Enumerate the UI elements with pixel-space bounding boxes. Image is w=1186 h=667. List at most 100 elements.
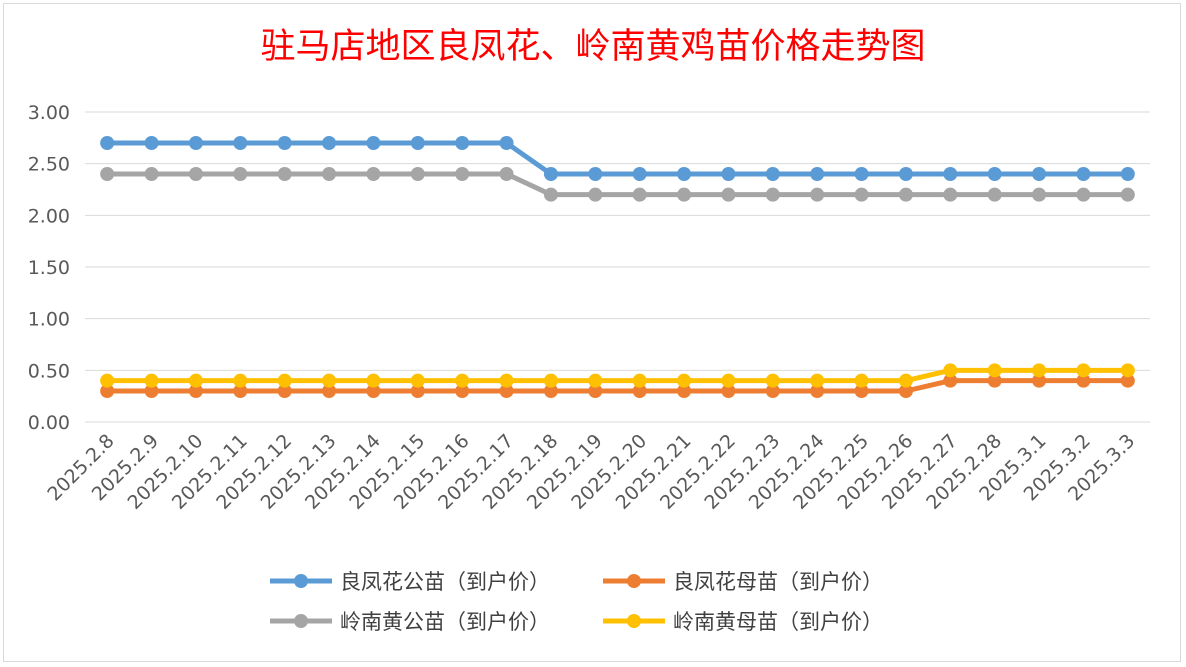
legend-label: 良凤花母苗（到户价）	[673, 570, 883, 594]
data-point	[455, 373, 470, 388]
data-point	[987, 187, 1002, 202]
data-point	[987, 167, 1002, 181]
data-point	[810, 187, 825, 202]
data-point	[1076, 363, 1091, 378]
data-point	[721, 187, 736, 202]
data-point	[677, 167, 692, 181]
data-point	[499, 373, 514, 388]
legend-item: 良凤花母苗（到户价）	[603, 570, 883, 594]
data-point	[588, 373, 603, 388]
data-point	[1032, 363, 1047, 378]
series-1	[100, 136, 1135, 181]
y-tick-label: 0.50	[28, 360, 70, 382]
data-point	[144, 167, 159, 181]
data-point	[987, 363, 1002, 378]
data-point	[322, 167, 337, 181]
data-point	[410, 167, 425, 181]
legend-label: 岭南黄母苗（到户价）	[673, 610, 883, 634]
legend-item: 良凤花公苗（到户价）	[270, 570, 550, 594]
series-2	[100, 373, 1135, 398]
data-point	[499, 167, 514, 181]
series-group	[100, 136, 1135, 398]
data-point	[499, 136, 514, 150]
data-point	[677, 384, 692, 398]
series-line	[107, 171, 1128, 198]
data-point	[543, 384, 558, 398]
data-point	[810, 373, 825, 388]
data-point	[100, 167, 115, 181]
legend-swatch-marker	[294, 614, 308, 628]
data-point	[632, 167, 647, 181]
data-point	[677, 373, 692, 388]
legend-item: 岭南黄母苗（到户价）	[603, 610, 883, 634]
data-point	[943, 167, 958, 181]
data-point	[455, 136, 470, 150]
legend-swatch-marker	[294, 574, 308, 588]
y-tick-label: 2.00	[28, 205, 70, 227]
data-point	[277, 384, 292, 398]
data-point	[543, 187, 558, 202]
data-point	[100, 373, 115, 388]
chart-title: 驻马店地区良凤花、岭南黄鸡苗价格走势图	[260, 27, 925, 67]
y-tick-label: 3.00	[28, 102, 70, 124]
data-point	[455, 384, 470, 398]
data-point	[943, 373, 958, 388]
data-point	[721, 167, 736, 181]
data-point	[366, 373, 381, 388]
data-point	[233, 384, 248, 398]
data-point	[987, 373, 1002, 388]
legend-label: 良凤花公苗（到户价）	[340, 570, 550, 594]
data-point	[1032, 373, 1047, 388]
data-point	[144, 373, 159, 388]
legend-swatch-marker	[627, 574, 641, 588]
data-point	[410, 136, 425, 150]
data-point	[277, 136, 292, 150]
data-point	[144, 384, 159, 398]
data-point	[1076, 187, 1091, 202]
data-point	[543, 373, 558, 388]
data-point	[188, 373, 203, 388]
data-point	[1120, 373, 1135, 388]
data-point	[322, 373, 337, 388]
data-point	[854, 167, 869, 181]
data-point	[100, 136, 115, 150]
data-point	[322, 384, 337, 398]
data-point	[233, 167, 248, 181]
series-line	[107, 367, 1128, 384]
data-point	[1120, 187, 1135, 202]
chart-frame	[3, 3, 1181, 662]
series-3	[100, 167, 1135, 202]
data-point	[366, 136, 381, 150]
series-4	[100, 363, 1135, 388]
data-point	[632, 187, 647, 202]
data-point	[366, 384, 381, 398]
data-point	[188, 384, 203, 398]
data-point	[765, 187, 780, 202]
series-line	[107, 378, 1128, 394]
data-point	[233, 136, 248, 150]
data-point	[765, 384, 780, 398]
data-point	[1032, 167, 1047, 181]
data-point	[277, 373, 292, 388]
data-point	[233, 373, 248, 388]
data-point	[765, 373, 780, 388]
data-point	[499, 384, 514, 398]
data-point	[765, 167, 780, 181]
data-point	[455, 167, 470, 181]
data-point	[1076, 167, 1091, 181]
data-point	[188, 167, 203, 181]
y-tick-label: 2.50	[28, 154, 70, 176]
legend-item: 岭南黄公苗（到户价）	[270, 610, 550, 634]
data-point	[322, 136, 337, 150]
data-point	[810, 167, 825, 181]
data-point	[1120, 363, 1135, 378]
data-point	[588, 384, 603, 398]
data-point	[366, 167, 381, 181]
data-point	[898, 167, 913, 181]
legend-swatch-marker	[627, 614, 641, 628]
data-point	[188, 136, 203, 150]
data-point	[410, 384, 425, 398]
data-point	[100, 384, 115, 398]
data-point	[543, 167, 558, 181]
